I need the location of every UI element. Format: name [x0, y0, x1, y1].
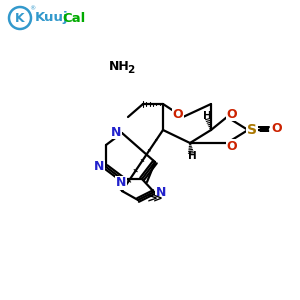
- Text: ®: ®: [29, 7, 35, 11]
- Text: >: >: [153, 193, 163, 206]
- Text: NH: NH: [109, 59, 129, 73]
- Text: H: H: [188, 151, 196, 161]
- Text: =: =: [258, 122, 270, 136]
- Text: Cal: Cal: [62, 11, 86, 25]
- Text: S: S: [247, 123, 257, 137]
- Text: N: N: [94, 160, 104, 173]
- Text: H: H: [202, 111, 211, 121]
- Text: >: >: [146, 193, 158, 206]
- Text: N: N: [116, 176, 126, 190]
- Text: O: O: [227, 140, 237, 152]
- Text: Kuuj: Kuuj: [35, 11, 69, 25]
- Text: O: O: [173, 109, 183, 122]
- Text: K: K: [15, 11, 25, 25]
- Text: O: O: [227, 107, 237, 121]
- Text: O: O: [272, 122, 282, 134]
- Text: 2: 2: [128, 65, 135, 75]
- Text: N: N: [156, 187, 166, 200]
- Text: N: N: [111, 125, 121, 139]
